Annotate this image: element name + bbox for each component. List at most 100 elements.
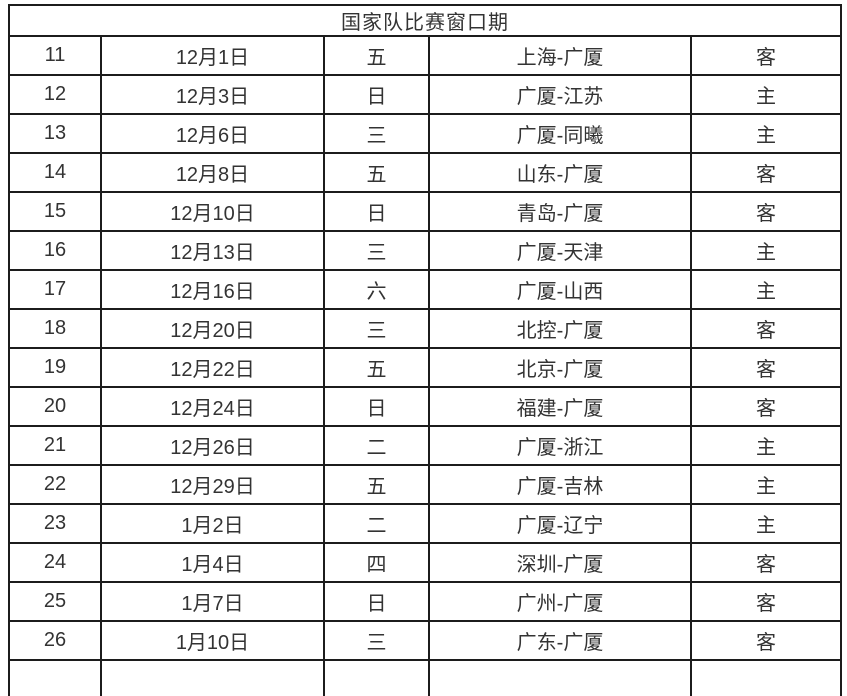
weekday-cell: 五	[323, 347, 430, 388]
weekday-cell: 三	[323, 230, 430, 271]
date-cell: 12月20日	[100, 308, 325, 349]
table-row: 15 12月10日 日 青岛-广厦 客	[8, 191, 842, 232]
date-cell	[100, 659, 325, 696]
game-number-cell: 18	[8, 308, 102, 349]
date-cell: 12月8日	[100, 152, 325, 193]
matchup-cell: 广厦-辽宁	[428, 503, 692, 544]
game-number-cell: 23	[8, 503, 102, 544]
game-number-cell: 21	[8, 425, 102, 466]
matchup-cell: 广厦-浙江	[428, 425, 692, 466]
game-number-cell: 19	[8, 347, 102, 388]
weekday-cell: 日	[323, 74, 430, 115]
matchup-cell: 广厦-吉林	[428, 464, 692, 505]
table-row: 19 12月22日 五 北京-广厦 客	[8, 347, 842, 388]
table-row: 25 1月7日 日 广州-广厦 客	[8, 581, 842, 622]
weekday-cell: 日	[323, 581, 430, 622]
weekday-cell: 四	[323, 542, 430, 583]
date-cell: 12月1日	[100, 35, 325, 76]
table-row: 21 12月26日 二 广厦-浙江 主	[8, 425, 842, 466]
game-number-cell: 17	[8, 269, 102, 310]
weekday-cell: 二	[323, 425, 430, 466]
table-row: 20 12月24日 日 福建-广厦 客	[8, 386, 842, 427]
weekday-cell: 三	[323, 113, 430, 154]
table-row: 22 12月29日 五 广厦-吉林 主	[8, 464, 842, 505]
matchup-cell: 北京-广厦	[428, 347, 692, 388]
table-row: 17 12月16日 六 广厦-山西 主	[8, 269, 842, 310]
table-header: 国家队比赛窗口期	[8, 4, 842, 37]
game-number-cell: 11	[8, 35, 102, 76]
matchup-cell: 北控-广厦	[428, 308, 692, 349]
venue-cell: 客	[690, 347, 842, 388]
game-number-cell: 20	[8, 386, 102, 427]
weekday-cell: 五	[323, 464, 430, 505]
weekday-cell: 三	[323, 620, 430, 661]
matchup-cell	[428, 659, 692, 696]
weekday-cell: 六	[323, 269, 430, 310]
matchup-cell: 上海-广厦	[428, 35, 692, 76]
table-row: 24 1月4日 四 深圳-广厦 客	[8, 542, 842, 583]
venue-cell: 主	[690, 113, 842, 154]
table-row: 11 12月1日 五 上海-广厦 客	[8, 35, 842, 76]
date-cell: 12月16日	[100, 269, 325, 310]
game-number-cell: 16	[8, 230, 102, 271]
matchup-cell: 福建-广厦	[428, 386, 692, 427]
date-cell: 12月29日	[100, 464, 325, 505]
game-number-cell: 22	[8, 464, 102, 505]
table-row: 14 12月8日 五 山东-广厦 客	[8, 152, 842, 193]
date-cell: 12月24日	[100, 386, 325, 427]
game-number-cell: 15	[8, 191, 102, 232]
table-row: 16 12月13日 三 广厦-天津 主	[8, 230, 842, 271]
venue-cell: 客	[690, 620, 842, 661]
matchup-cell: 山东-广厦	[428, 152, 692, 193]
weekday-cell: 二	[323, 503, 430, 544]
table-title: 国家队比赛窗口期	[8, 4, 842, 37]
venue-cell: 客	[690, 581, 842, 622]
venue-cell: 主	[690, 230, 842, 271]
matchup-cell: 青岛-广厦	[428, 191, 692, 232]
date-cell: 1月10日	[100, 620, 325, 661]
game-number-cell: 26	[8, 620, 102, 661]
venue-cell	[690, 659, 842, 696]
weekday-cell: 日	[323, 191, 430, 232]
date-cell: 12月13日	[100, 230, 325, 271]
date-cell: 12月10日	[100, 191, 325, 232]
table-body: 11 12月1日 五 上海-广厦 客 12 12月3日 日 广厦-江苏 主 13…	[8, 35, 842, 696]
table-row: 26 1月10日 三 广东-广厦 客	[8, 620, 842, 661]
weekday-cell	[323, 659, 430, 696]
weekday-cell: 五	[323, 152, 430, 193]
matchup-cell: 广厦-同曦	[428, 113, 692, 154]
table-row: 13 12月6日 三 广厦-同曦 主	[8, 113, 842, 154]
matchup-cell: 广州-广厦	[428, 581, 692, 622]
date-cell: 12月3日	[100, 74, 325, 115]
date-cell: 12月26日	[100, 425, 325, 466]
table-row-partial	[8, 659, 842, 696]
date-cell: 1月4日	[100, 542, 325, 583]
matchup-cell: 广厦-山西	[428, 269, 692, 310]
venue-cell: 主	[690, 503, 842, 544]
table-row: 18 12月20日 三 北控-广厦 客	[8, 308, 842, 349]
date-cell: 12月22日	[100, 347, 325, 388]
venue-cell: 客	[690, 191, 842, 232]
date-cell: 1月2日	[100, 503, 325, 544]
weekday-cell: 日	[323, 386, 430, 427]
game-number-cell: 12	[8, 74, 102, 115]
venue-cell: 客	[690, 308, 842, 349]
date-cell: 12月6日	[100, 113, 325, 154]
matchup-cell: 广东-广厦	[428, 620, 692, 661]
venue-cell: 客	[690, 542, 842, 583]
game-number-cell: 14	[8, 152, 102, 193]
game-number-cell: 25	[8, 581, 102, 622]
venue-cell: 主	[690, 74, 842, 115]
header-row: 国家队比赛窗口期	[8, 4, 842, 37]
venue-cell: 主	[690, 425, 842, 466]
venue-cell: 主	[690, 464, 842, 505]
weekday-cell: 三	[323, 308, 430, 349]
date-cell: 1月7日	[100, 581, 325, 622]
schedule-table: 国家队比赛窗口期 11 12月1日 五 上海-广厦 客 12 12月3日 日 广…	[8, 4, 842, 696]
table-row: 12 12月3日 日 广厦-江苏 主	[8, 74, 842, 115]
venue-cell: 客	[690, 35, 842, 76]
venue-cell: 客	[690, 386, 842, 427]
venue-cell: 主	[690, 269, 842, 310]
venue-cell: 客	[690, 152, 842, 193]
